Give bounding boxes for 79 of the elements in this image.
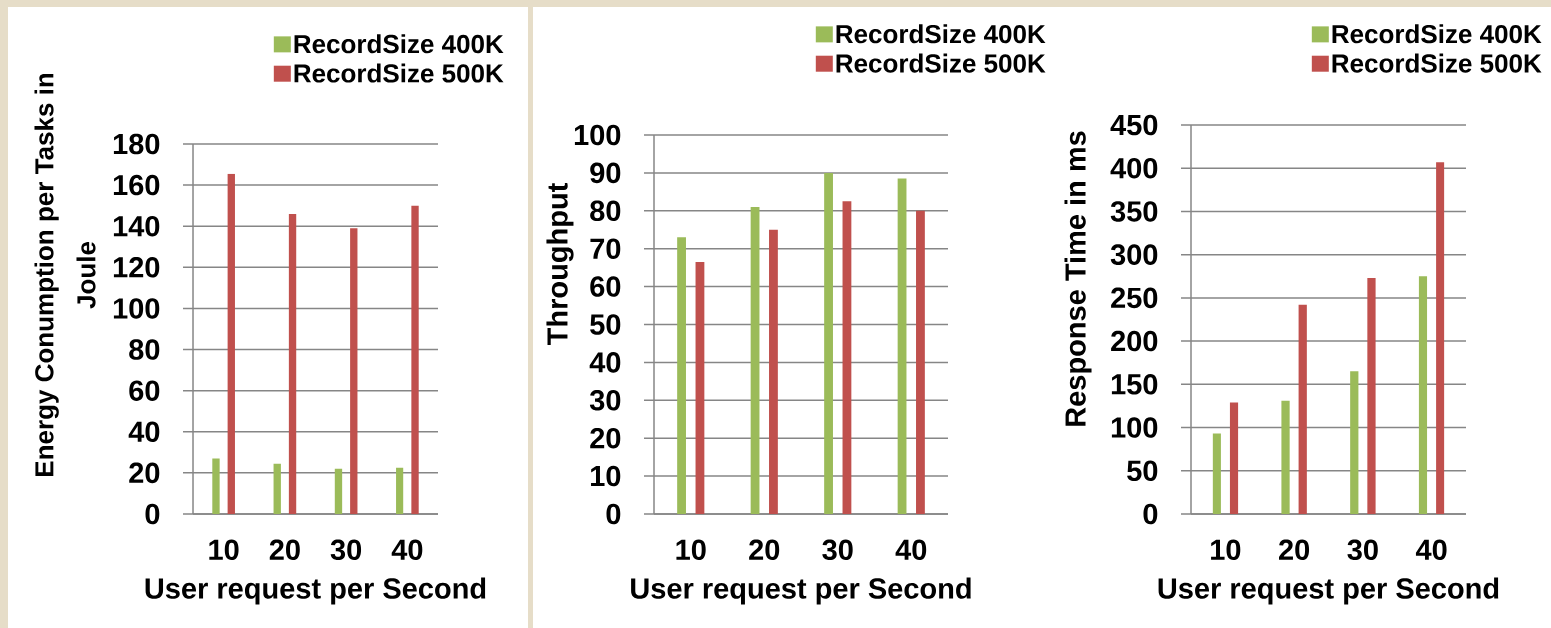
x-tick-label: 20 (1279, 539, 1310, 561)
y-tick-label: 150 (1111, 374, 1158, 395)
y-tick-label: 40 (589, 352, 621, 373)
bar (1281, 400, 1290, 514)
y-tick-label: 70 (590, 238, 621, 259)
bar (350, 228, 358, 514)
y-axis-title: Energy Conumption per Tasks in Joule (34, 73, 96, 476)
y-tick-label: 400 (1110, 157, 1158, 179)
bar (824, 172, 833, 514)
bar (695, 261, 705, 514)
y-tick-label: 100 (1111, 417, 1158, 438)
legend-label: RecordSize 500K (1332, 53, 1542, 73)
bar (1212, 433, 1221, 514)
y-tick-label: 10 (591, 465, 621, 487)
bar (750, 207, 760, 514)
y-tick-label: 140 (113, 215, 160, 237)
bar (1436, 162, 1445, 514)
bar (842, 201, 852, 514)
x-tick-label: 10 (1211, 539, 1241, 561)
x-tick-label: 30 (822, 539, 853, 561)
bar (1350, 371, 1359, 514)
bar (288, 213, 297, 514)
y-axis-title: Throughput (546, 182, 574, 345)
y-tick-label: 0 (145, 503, 160, 525)
y-tick-label: 250 (1111, 287, 1158, 309)
bar (677, 237, 686, 514)
legend-label: RecordSize 400K (294, 34, 504, 54)
y-axis-title: Response Time in ms (1064, 131, 1092, 426)
x-tick-label: 40 (1415, 539, 1447, 561)
bar (769, 229, 778, 514)
bar (916, 210, 925, 514)
y-tick-label: 50 (590, 314, 621, 335)
y-tick-label: 200 (1111, 330, 1158, 352)
y-tick-label: 100 (574, 124, 621, 146)
y-tick-label: 40 (128, 421, 160, 443)
x-axis-title: User request per Second (631, 577, 971, 605)
legend-label: RecordSize 400K (836, 24, 1046, 44)
y-tick-label: 450 (1110, 114, 1158, 136)
y-tick-label: 30 (589, 390, 621, 411)
bar (227, 173, 235, 514)
legend-label: RecordSize 500K (836, 53, 1046, 73)
y-tick-label: 60 (590, 276, 621, 297)
y-tick-label: 180 (113, 133, 160, 155)
x-tick-label: 30 (330, 539, 362, 561)
legend-label: RecordSize 400K (1332, 24, 1542, 44)
bar (411, 205, 419, 514)
y-tick-label: 300 (1110, 244, 1158, 265)
x-tick-label: 20 (749, 539, 780, 561)
y-tick-label: 20 (590, 427, 621, 449)
bar (212, 458, 220, 514)
x-tick-label: 30 (1347, 539, 1378, 561)
y-tick-label: 350 (1110, 201, 1158, 222)
y-tick-label: 90 (590, 162, 621, 184)
y-tick-label: 0 (606, 503, 621, 525)
x-tick-label: 40 (895, 539, 927, 561)
x-tick-label: 20 (269, 539, 300, 561)
x-tick-label: 40 (391, 539, 423, 561)
x-tick-label: 10 (209, 539, 239, 561)
y-tick-label: 80 (590, 200, 621, 222)
bar (1367, 277, 1376, 514)
y-tick-label: 60 (129, 380, 160, 401)
y-tick-label: 80 (129, 339, 160, 360)
x-axis-title: User request per Second (145, 577, 486, 605)
y-tick-label: 120 (113, 257, 160, 278)
bar (1229, 402, 1239, 514)
y-tick-label: 20 (129, 462, 160, 484)
bar (334, 468, 343, 514)
y-tick-label: 0 (1143, 503, 1158, 525)
y-tick-label: 160 (113, 174, 160, 196)
y-tick-label: 100 (113, 298, 160, 319)
x-tick-label: 10 (676, 539, 706, 561)
bar (396, 467, 404, 514)
bar (1298, 304, 1307, 514)
y-tick-label: 50 (1127, 460, 1158, 482)
bar (897, 178, 907, 514)
bar (1418, 276, 1428, 514)
bar (273, 463, 281, 514)
x-axis-title: User request per Second (1158, 577, 1499, 605)
legend-label: RecordSize 500K (294, 63, 504, 83)
